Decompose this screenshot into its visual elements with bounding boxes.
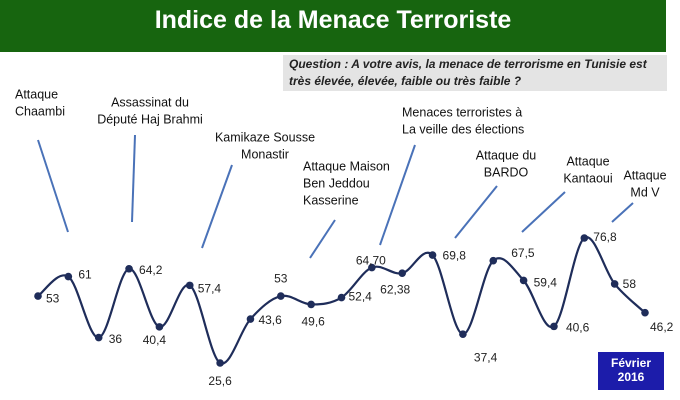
marker [34,292,42,300]
annotation: Kasserine [303,193,359,207]
annotation: Ben Jeddou [303,176,370,190]
marker [216,359,224,367]
marker [459,330,467,338]
data-label: 69,8 [443,248,467,262]
annotation: Attaque du [476,148,537,162]
data-label: 61 [78,268,92,282]
annotation-line [201,164,233,249]
data-label: 43,6 [258,313,282,327]
marker [519,276,528,285]
marker [580,234,589,242]
data-label: 57,4 [198,282,222,296]
marker [398,269,407,278]
marker [64,272,73,281]
annotation-line [309,219,336,259]
date-note: 2016 [618,370,645,384]
marker [185,281,194,290]
annotation: Menaces terroristes à [402,105,522,119]
marker [94,333,103,342]
marker [155,323,164,331]
annotation: Md V [630,185,660,199]
marker [368,263,376,272]
data-label: 40,4 [143,333,167,347]
annotation: Chaambi [15,104,65,118]
annotation: La veille des élections [402,122,524,136]
marker [641,308,649,317]
data-label: 64,70 [356,254,386,268]
data-label: 25,6 [208,374,232,388]
annotation: Député Haj Brahmi [97,112,203,126]
annotation: Monastir [241,147,289,161]
annotation: Attaque [566,154,609,168]
annotation: BARDO [484,165,529,179]
annotation: Attaque Maison [303,159,390,173]
data-label: 37,4 [474,350,498,364]
marker [610,280,619,288]
annotation: Assassinat du [111,95,189,109]
data-label: 52,4 [349,290,373,304]
data-label: 64,2 [139,263,163,277]
data-label: 46,2 [650,320,674,334]
data-label: 49,6 [301,315,325,329]
annotation: Kantaoui [563,171,612,185]
data-label: 36 [109,332,123,346]
annotation: Attaque [15,87,58,101]
marker [246,315,255,323]
marker [277,292,285,300]
data-label: 62,38 [380,282,410,296]
annotation-line [379,144,416,246]
marker [550,322,558,331]
annotation-line [454,185,498,239]
date-box [598,352,664,390]
marker [428,251,437,259]
marker [125,264,133,273]
marker [489,256,498,265]
subtitle: Question : A votre avis, la menace de te… [283,55,667,91]
annotation-line [611,202,634,223]
annotation-line [131,134,136,223]
data-label: 53 [274,271,288,285]
data-label: 76,8 [593,230,617,244]
data-label: 53 [46,291,60,305]
annotation: Kamikaze Sousse [215,130,315,144]
date-note: Février [611,356,651,370]
annotation: Attaque [623,168,666,182]
data-label: 58 [623,277,637,291]
data-label: 59,4 [534,276,558,290]
data-label: 67,5 [511,246,535,260]
annotation-line [521,191,566,233]
chart-title: Indice de la Menace Terroriste [0,0,666,52]
data-label: 40,6 [566,321,590,335]
marker [307,300,315,309]
annotation-line [37,139,69,233]
marker [337,293,346,302]
